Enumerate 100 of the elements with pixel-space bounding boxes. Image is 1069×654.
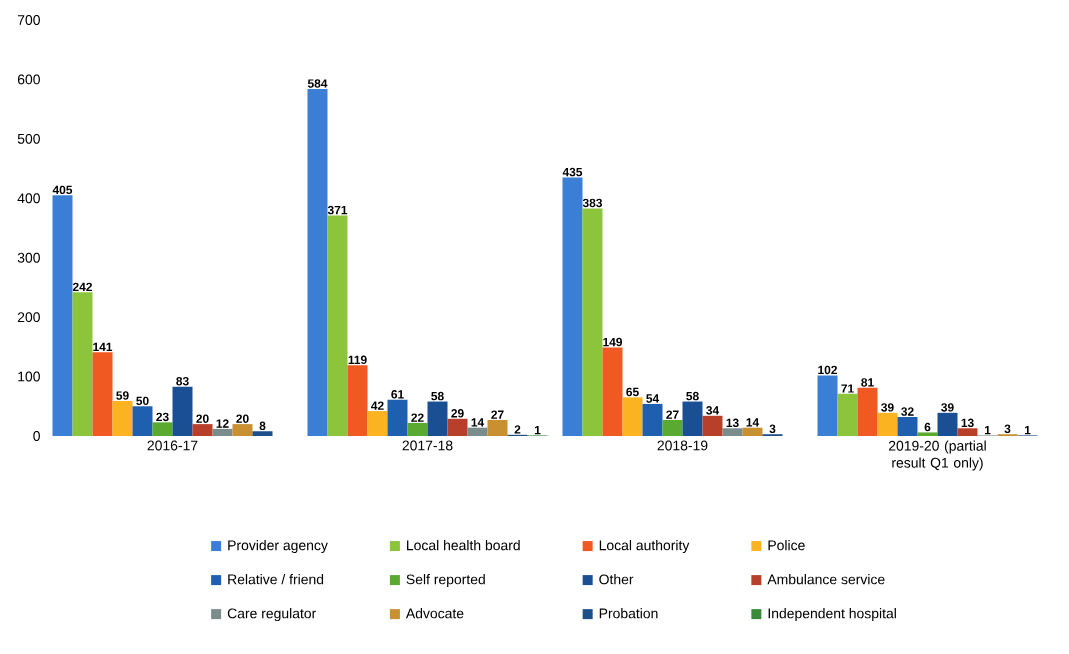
bar xyxy=(817,375,838,436)
data-label: 58 xyxy=(686,391,699,401)
data-label: 50 xyxy=(136,396,149,406)
legend-label: Other xyxy=(599,574,634,585)
data-label: 141 xyxy=(93,342,113,352)
data-label: 405 xyxy=(52,185,73,195)
x-tick-label: 2016-17 xyxy=(147,440,198,451)
legend-label: Provider agency xyxy=(228,540,328,554)
data-label: 149 xyxy=(603,337,623,347)
data-label: 383 xyxy=(582,198,603,208)
bar xyxy=(702,415,723,436)
data-label: 61 xyxy=(391,390,404,399)
bar xyxy=(857,387,878,436)
data-label: 65 xyxy=(626,387,639,397)
bar xyxy=(877,412,898,436)
bar xyxy=(957,428,978,436)
bar xyxy=(837,393,858,436)
x-tick-label: 2017-18 xyxy=(402,440,453,451)
bar xyxy=(192,424,213,436)
data-label: 39 xyxy=(941,403,954,412)
bar xyxy=(622,397,643,436)
data-label: 2 xyxy=(514,425,521,434)
bar xyxy=(92,352,113,436)
y-tick-label: 500 xyxy=(17,133,40,144)
data-label: 81 xyxy=(861,378,874,387)
bar xyxy=(252,431,273,436)
data-label: 242 xyxy=(72,282,92,291)
bar xyxy=(917,432,938,436)
y-tick-label: 300 xyxy=(17,252,40,263)
data-label: 584 xyxy=(307,79,328,88)
bar xyxy=(72,292,93,436)
bar xyxy=(112,400,133,436)
bar xyxy=(937,412,958,436)
legend-label: Relative / friend xyxy=(228,574,324,585)
bar xyxy=(722,428,743,436)
bar xyxy=(562,177,583,436)
data-label: 14 xyxy=(471,418,485,427)
data-label: 59 xyxy=(116,391,129,400)
bar xyxy=(427,401,448,436)
data-label: 34 xyxy=(706,406,720,415)
bar xyxy=(327,215,348,436)
bar xyxy=(132,406,153,436)
legend-label: Probation xyxy=(599,608,658,619)
data-label: 1 xyxy=(984,425,991,435)
legend-label: Ambulance service xyxy=(767,574,885,585)
bar xyxy=(407,422,428,436)
data-label: 13 xyxy=(726,418,739,428)
bar xyxy=(582,208,603,436)
bar xyxy=(232,424,253,436)
data-label: 54 xyxy=(646,394,660,403)
y-tick-label: 700 xyxy=(17,15,40,25)
data-label: 8 xyxy=(259,421,266,431)
bar xyxy=(172,386,193,436)
bar xyxy=(742,427,763,436)
legend-label: Independent hospital xyxy=(768,608,896,622)
data-label: 435 xyxy=(562,167,583,177)
legend-label: Local authority xyxy=(599,540,690,554)
data-label: 3 xyxy=(1004,424,1011,434)
data-label: 20 xyxy=(196,414,209,423)
bar xyxy=(212,428,233,436)
legend-label: Self reported xyxy=(406,574,485,588)
bar xyxy=(307,88,328,436)
data-label: 22 xyxy=(411,413,424,422)
data-label: 42 xyxy=(371,401,384,410)
data-label: 1 xyxy=(534,425,541,435)
bar xyxy=(52,195,73,436)
data-label: 102 xyxy=(818,365,837,375)
bar xyxy=(447,418,468,436)
x-tick-label: 2019-20 (partial result Q1 only) xyxy=(888,440,986,471)
data-label: 13 xyxy=(961,418,974,428)
bar xyxy=(662,419,683,436)
bar xyxy=(642,403,663,436)
data-label: 14 xyxy=(746,418,760,427)
data-label: 1 xyxy=(1024,425,1031,435)
x-tick-label: 2018-19 xyxy=(657,440,708,451)
bar xyxy=(897,416,918,436)
bar xyxy=(467,427,488,436)
bar xyxy=(387,399,408,436)
data-label: 39 xyxy=(881,403,894,412)
y-tick-label: 400 xyxy=(17,193,40,204)
data-label: 27 xyxy=(491,410,504,419)
data-label: 119 xyxy=(348,355,367,365)
bar xyxy=(152,422,173,436)
data-label: 20 xyxy=(236,414,249,423)
bar xyxy=(682,401,703,436)
data-label: 29 xyxy=(451,409,464,418)
y-tick-label: 600 xyxy=(17,74,40,85)
bar xyxy=(487,419,508,436)
y-tick-label: 200 xyxy=(17,312,40,323)
data-label: 3 xyxy=(769,424,776,434)
bar xyxy=(347,365,368,436)
data-label: 27 xyxy=(666,410,679,419)
data-label: 371 xyxy=(327,205,348,215)
legend-label: Police xyxy=(768,540,805,551)
legend-label: Local health board xyxy=(407,540,520,551)
data-label: 12 xyxy=(216,419,229,428)
data-label: 83 xyxy=(176,377,189,386)
bar xyxy=(602,347,623,436)
data-label: 23 xyxy=(156,412,169,422)
data-label: 32 xyxy=(901,407,914,416)
